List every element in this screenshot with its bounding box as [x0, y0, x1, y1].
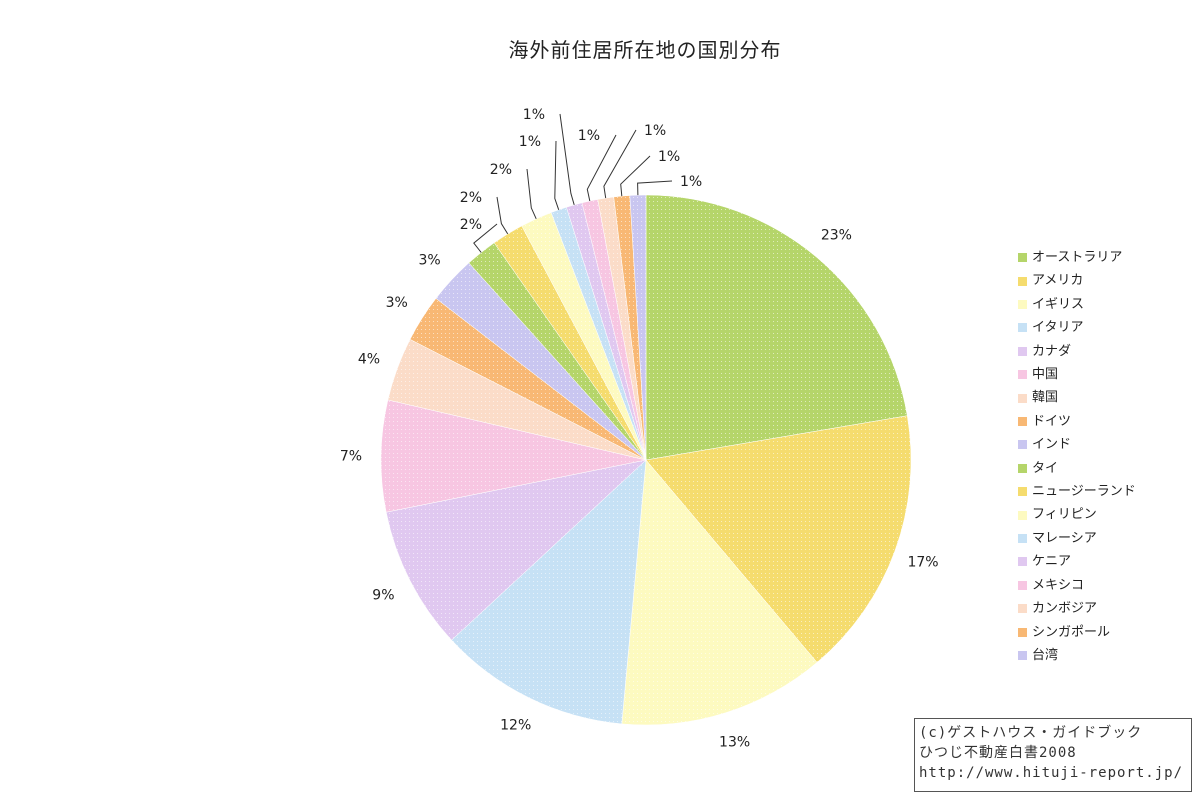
legend-swatch [1018, 346, 1027, 356]
legend-label: シンガポール [1032, 624, 1111, 640]
leader-line-17 [620, 155, 651, 197]
pie-label-5: 9% [372, 587, 394, 603]
legend-item-1: オーストラリア [1018, 246, 1136, 269]
legend-item-17: シンガポール [1018, 621, 1136, 644]
pie-label-8: 3% [386, 295, 408, 311]
legend-item-13: マレーシア [1018, 527, 1136, 550]
legend-swatch [1018, 300, 1027, 310]
pie-label-9: 3% [418, 253, 440, 269]
pie-label-10: 2% [460, 217, 482, 233]
pie-label-2: 17% [907, 554, 938, 570]
pie-label-12: 2% [490, 162, 512, 178]
legend-swatch [1018, 393, 1027, 403]
pie-slice-5 [385, 459, 647, 641]
legend-label: 韓国 [1032, 390, 1059, 406]
legend-item-11: ニュージーランド [1018, 480, 1136, 503]
leader-line-13 [554, 140, 560, 210]
legend-item-4: イタリア [1018, 316, 1136, 339]
chart-title: 海外前住居所在地の国別分布 [508, 38, 782, 62]
pie-slice-3 [621, 459, 818, 726]
legend-label: イタリア [1032, 320, 1084, 336]
legend-label: インド [1032, 437, 1072, 453]
legend-label: イギリス [1032, 296, 1085, 312]
legend-label: メキシコ [1032, 577, 1085, 593]
legend-label: 中国 [1032, 367, 1059, 383]
leader-line-18 [637, 180, 673, 196]
credit-box: (c)ゲストハウス・ガイドブック ひつじ不動産白書2008 http://www… [914, 718, 1192, 792]
leader-line-16 [603, 129, 637, 199]
legend-swatch [1018, 440, 1027, 450]
legend-label: アメリカ [1032, 273, 1084, 289]
legend-item-18: 台湾 [1018, 644, 1136, 667]
legend-label: オーストラリア [1032, 250, 1123, 265]
credit-line-3: http://www.hituji-report.jp/ [919, 765, 1184, 781]
legend-item-10: タイ [1018, 457, 1136, 480]
legend-label: カナダ [1032, 343, 1072, 359]
legend-swatch [1018, 323, 1027, 333]
legend-label: ケニア [1032, 554, 1072, 570]
pie-label-14: 1% [523, 107, 545, 123]
pie-slice-6 [380, 399, 647, 513]
legend-swatch [1018, 463, 1027, 473]
legend-swatch [1018, 487, 1027, 497]
pie-label-7: 4% [358, 352, 380, 368]
pie-slice-2 [645, 415, 912, 663]
leader-line-10 [473, 223, 498, 253]
legend: オーストラリア アメリカイギリスイタリアカナダ中国韓国ドイツインドタイニュージーラ… [1018, 246, 1136, 667]
legend-swatch [1018, 370, 1027, 380]
legend-item-16: カンボジア [1018, 597, 1136, 620]
legend-item-2: アメリカ [1018, 269, 1136, 292]
legend-swatch [1018, 510, 1027, 520]
legend-label: 台湾 [1032, 647, 1059, 663]
legend-label: ニュージーランド [1032, 484, 1136, 500]
leader-line-14 [559, 113, 575, 206]
legend-item-3: イギリス [1018, 293, 1136, 316]
pie-label-3: 13% [719, 734, 750, 750]
pie-label-13: 1% [519, 134, 541, 150]
legend-label: ドイツ [1032, 413, 1072, 429]
pie-label-1: 23% [821, 228, 852, 244]
legend-item-12: フィリピン [1018, 503, 1136, 526]
legend-item-7: 韓国 [1018, 386, 1136, 409]
pie-slice-4 [451, 459, 647, 725]
leader-line-12 [526, 168, 537, 220]
legend-item-9: インド [1018, 433, 1136, 456]
legend-swatch [1018, 651, 1027, 661]
credit-line-2: ひつじ不動産白書2008 [919, 745, 1077, 761]
credit-line-1: (c)ゲストハウス・ガイドブック [919, 725, 1143, 741]
legend-label: カンボジア [1032, 601, 1098, 617]
legend-swatch [1018, 604, 1027, 614]
pie-label-4: 12% [500, 718, 531, 734]
pie-label-6: 7% [340, 449, 362, 465]
legend-item-15: メキシコ [1018, 574, 1136, 597]
pie-label-11: 2% [460, 190, 482, 206]
legend-item-14: ケニア [1018, 550, 1136, 573]
legend-label: マレーシア [1032, 530, 1097, 546]
pie-label-18: 1% [680, 174, 702, 190]
pie-label-16: 1% [644, 123, 666, 139]
pie-slice-1 [645, 194, 908, 461]
legend-item-5: カナダ [1018, 340, 1136, 363]
legend-label: フィリピン [1032, 507, 1097, 523]
leader-line-11 [496, 196, 509, 235]
legend-label: タイ [1032, 460, 1059, 476]
pie-label-15: 1% [578, 128, 600, 144]
leader-line-15 [586, 134, 617, 202]
legend-swatch [1018, 276, 1027, 286]
legend-item-6: 中国 [1018, 363, 1136, 386]
legend-swatch [1018, 534, 1027, 544]
legend-swatch [1018, 417, 1027, 427]
legend-swatch [1018, 627, 1027, 637]
pie-slice-18 [629, 194, 647, 461]
legend-swatch [1018, 253, 1027, 263]
pie-label-17: 1% [658, 149, 680, 165]
legend-swatch [1018, 580, 1027, 590]
legend-swatch [1018, 557, 1027, 567]
legend-item-8: ドイツ [1018, 410, 1136, 433]
